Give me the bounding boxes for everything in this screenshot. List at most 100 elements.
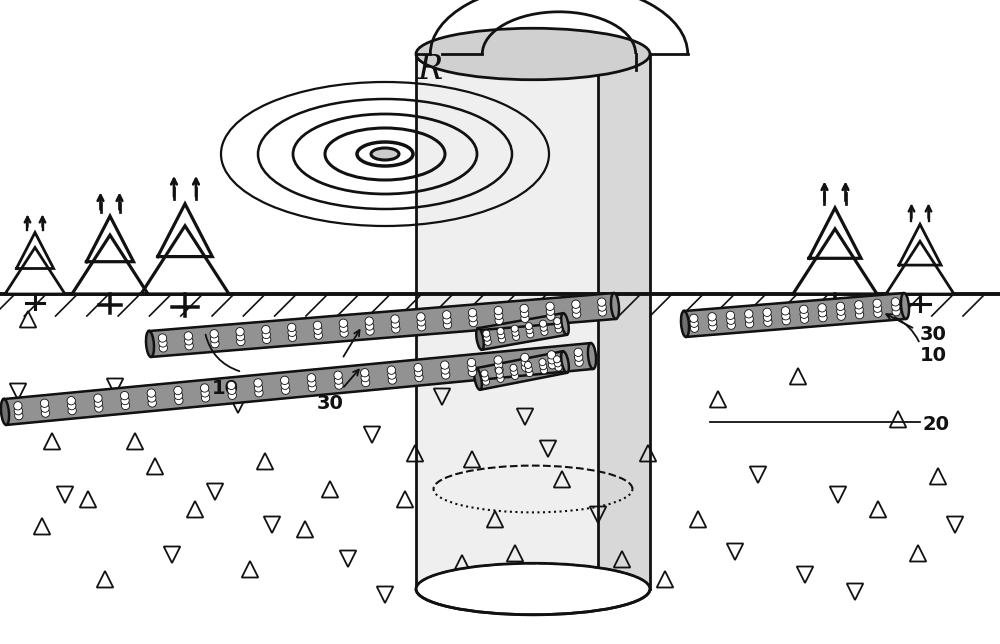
- Ellipse shape: [335, 381, 343, 389]
- Ellipse shape: [40, 399, 49, 408]
- Ellipse shape: [417, 317, 425, 326]
- Ellipse shape: [855, 301, 863, 309]
- Ellipse shape: [764, 318, 772, 327]
- Ellipse shape: [836, 302, 845, 310]
- Ellipse shape: [365, 322, 374, 330]
- Ellipse shape: [340, 329, 348, 337]
- Ellipse shape: [468, 368, 477, 377]
- Ellipse shape: [541, 367, 548, 374]
- Ellipse shape: [520, 305, 528, 312]
- Ellipse shape: [800, 315, 809, 323]
- Ellipse shape: [574, 353, 583, 361]
- Ellipse shape: [874, 309, 882, 317]
- Ellipse shape: [281, 386, 290, 394]
- Text: R: R: [417, 54, 443, 86]
- Ellipse shape: [288, 328, 296, 337]
- Ellipse shape: [210, 330, 218, 338]
- Ellipse shape: [727, 321, 735, 329]
- Ellipse shape: [690, 319, 698, 327]
- Ellipse shape: [855, 306, 863, 314]
- Ellipse shape: [873, 304, 882, 312]
- Ellipse shape: [520, 309, 529, 317]
- Ellipse shape: [510, 365, 517, 372]
- Ellipse shape: [745, 319, 754, 328]
- Ellipse shape: [548, 361, 557, 369]
- Ellipse shape: [175, 396, 183, 404]
- Ellipse shape: [228, 386, 236, 395]
- Ellipse shape: [495, 366, 503, 374]
- Ellipse shape: [339, 319, 348, 327]
- Polygon shape: [476, 351, 567, 390]
- Ellipse shape: [469, 318, 477, 327]
- Ellipse shape: [494, 356, 502, 364]
- Ellipse shape: [14, 406, 23, 415]
- Ellipse shape: [200, 384, 209, 392]
- Polygon shape: [684, 293, 906, 337]
- Text: 10: 10: [212, 379, 239, 398]
- Ellipse shape: [476, 328, 484, 350]
- Ellipse shape: [512, 372, 519, 379]
- Ellipse shape: [158, 334, 167, 342]
- Ellipse shape: [314, 331, 322, 339]
- Ellipse shape: [526, 370, 533, 377]
- Ellipse shape: [498, 332, 505, 339]
- Ellipse shape: [94, 394, 102, 402]
- Text: 20: 20: [922, 415, 949, 433]
- Ellipse shape: [362, 379, 370, 386]
- Ellipse shape: [495, 311, 503, 319]
- Ellipse shape: [387, 366, 396, 374]
- Ellipse shape: [313, 321, 322, 330]
- Ellipse shape: [892, 308, 900, 316]
- Ellipse shape: [690, 314, 698, 323]
- Ellipse shape: [334, 371, 342, 379]
- Ellipse shape: [443, 316, 451, 324]
- Ellipse shape: [818, 308, 827, 317]
- Ellipse shape: [521, 314, 529, 323]
- Ellipse shape: [388, 376, 397, 384]
- Ellipse shape: [818, 304, 826, 312]
- Ellipse shape: [159, 344, 167, 352]
- Ellipse shape: [281, 376, 289, 384]
- Ellipse shape: [67, 397, 75, 405]
- Ellipse shape: [555, 326, 562, 333]
- Ellipse shape: [416, 28, 650, 80]
- Ellipse shape: [211, 339, 219, 348]
- Polygon shape: [793, 229, 877, 294]
- Ellipse shape: [184, 332, 193, 340]
- Ellipse shape: [417, 313, 425, 321]
- Polygon shape: [899, 224, 941, 265]
- Ellipse shape: [314, 326, 322, 334]
- Polygon shape: [478, 313, 567, 350]
- Ellipse shape: [726, 311, 735, 319]
- Ellipse shape: [366, 327, 374, 335]
- Ellipse shape: [819, 314, 827, 322]
- Ellipse shape: [892, 303, 900, 311]
- Ellipse shape: [414, 363, 422, 372]
- Ellipse shape: [745, 310, 753, 318]
- Ellipse shape: [837, 312, 845, 320]
- Ellipse shape: [391, 320, 400, 328]
- Ellipse shape: [498, 336, 505, 343]
- Ellipse shape: [388, 371, 396, 379]
- Ellipse shape: [483, 378, 490, 385]
- Ellipse shape: [417, 323, 426, 331]
- Ellipse shape: [496, 371, 503, 378]
- Polygon shape: [86, 216, 134, 261]
- Ellipse shape: [121, 401, 130, 410]
- Ellipse shape: [236, 332, 245, 341]
- Ellipse shape: [288, 323, 296, 332]
- Ellipse shape: [147, 389, 155, 397]
- Ellipse shape: [469, 314, 477, 322]
- Ellipse shape: [94, 399, 103, 407]
- Polygon shape: [149, 293, 616, 357]
- Ellipse shape: [68, 406, 76, 415]
- Polygon shape: [4, 343, 593, 425]
- Ellipse shape: [554, 360, 561, 367]
- Ellipse shape: [121, 397, 129, 404]
- Ellipse shape: [467, 358, 476, 366]
- Ellipse shape: [361, 374, 369, 382]
- Text: 30: 30: [317, 394, 343, 413]
- Ellipse shape: [481, 370, 488, 377]
- Ellipse shape: [800, 310, 808, 318]
- Ellipse shape: [526, 327, 533, 334]
